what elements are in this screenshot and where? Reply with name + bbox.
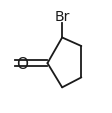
Text: O: O bbox=[16, 56, 28, 71]
Text: Br: Br bbox=[54, 10, 69, 24]
